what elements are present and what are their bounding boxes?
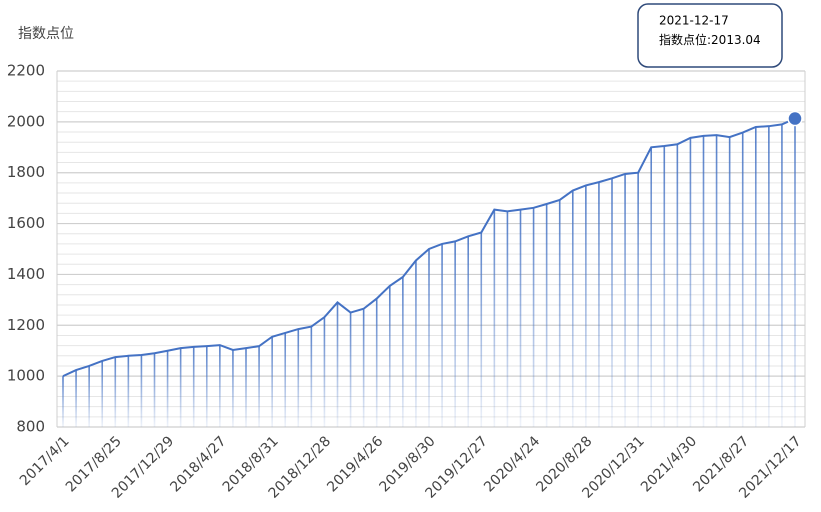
drop-line	[245, 348, 247, 427]
tooltip-date: 2021-12-17	[659, 14, 729, 28]
drop-line	[219, 345, 221, 427]
drop-line	[402, 276, 404, 427]
drop-line	[532, 207, 535, 427]
x-tick-label: 2020/4/24	[481, 433, 543, 495]
y-tick-label: 1000	[7, 367, 45, 385]
drop-line	[624, 173, 626, 427]
drop-line	[428, 249, 430, 427]
drop-line	[101, 360, 104, 427]
drop-line	[166, 350, 169, 427]
x-tick-label: 2017/4/1	[17, 433, 73, 489]
drop-line	[754, 126, 757, 427]
drop-line	[205, 346, 208, 427]
y-tick-label: 2000	[7, 112, 45, 130]
tooltip: 2021-12-17 指数点位:2013.04	[637, 3, 783, 68]
drop-line	[728, 137, 731, 427]
drop-line	[375, 298, 378, 427]
drop-line	[362, 308, 365, 427]
series-line	[62, 117, 796, 378]
drop-line	[284, 332, 287, 427]
y-axis-title: 指数点位	[18, 26, 74, 42]
drop-line	[441, 243, 443, 427]
highlight-point	[787, 110, 803, 127]
drop-line	[271, 336, 273, 427]
drop-line	[493, 209, 496, 427]
y-tick-label: 1400	[7, 265, 45, 283]
drop-line	[62, 376, 64, 427]
tooltip-number: 2013.04	[711, 33, 761, 47]
x-tick-label: 2021/4/30	[638, 433, 700, 495]
tooltip-value: 指数点位:2013.04	[659, 32, 761, 47]
drop-line	[741, 132, 744, 427]
drop-line	[650, 147, 653, 428]
drop-line	[676, 144, 679, 427]
drop-line	[114, 357, 117, 427]
tooltip-box	[637, 3, 783, 68]
drop-line	[127, 355, 130, 427]
drop-line	[637, 172, 639, 427]
drop-line	[179, 348, 182, 427]
tooltip-label: 指数点位:	[659, 32, 711, 47]
drop-line	[310, 326, 313, 427]
y-tick-label: 2200	[7, 62, 45, 80]
drop-line	[232, 349, 234, 427]
drop-line	[689, 137, 692, 427]
drop-line	[558, 199, 561, 427]
drop-line	[663, 146, 666, 427]
drop-line	[467, 236, 470, 427]
drop-line	[336, 302, 339, 427]
drop-line	[415, 260, 417, 427]
drop-line	[571, 190, 574, 427]
drop-line	[88, 365, 90, 427]
drop-line	[585, 185, 587, 427]
drop-line	[519, 209, 522, 427]
drop-line	[297, 329, 300, 427]
drop-line	[702, 135, 705, 428]
drop-line	[611, 178, 613, 427]
drop-line	[794, 118, 796, 427]
drop-line	[768, 126, 770, 428]
drop-line	[349, 312, 352, 427]
drop-line	[598, 182, 600, 427]
drop-line	[75, 370, 77, 427]
drop-line	[506, 211, 509, 427]
y-tick-label: 1600	[7, 214, 45, 232]
drop-line	[192, 346, 195, 427]
y-tick-label: 1800	[7, 163, 45, 181]
y-tick-label: 1200	[7, 316, 45, 334]
drop-line	[545, 203, 548, 427]
x-tick-label: 2018/4/27	[167, 433, 229, 495]
drop-line	[480, 232, 483, 427]
drop-line	[323, 317, 326, 427]
x-tick-label: 2019/4/26	[324, 433, 386, 495]
drop-line	[454, 241, 456, 427]
drop-line	[388, 285, 391, 427]
drop-line	[140, 355, 143, 427]
y-tick-label: 800	[16, 418, 45, 436]
drop-line	[715, 135, 718, 427]
drop-line	[153, 353, 156, 427]
drop-line	[781, 124, 783, 428]
drop-line	[258, 346, 260, 427]
